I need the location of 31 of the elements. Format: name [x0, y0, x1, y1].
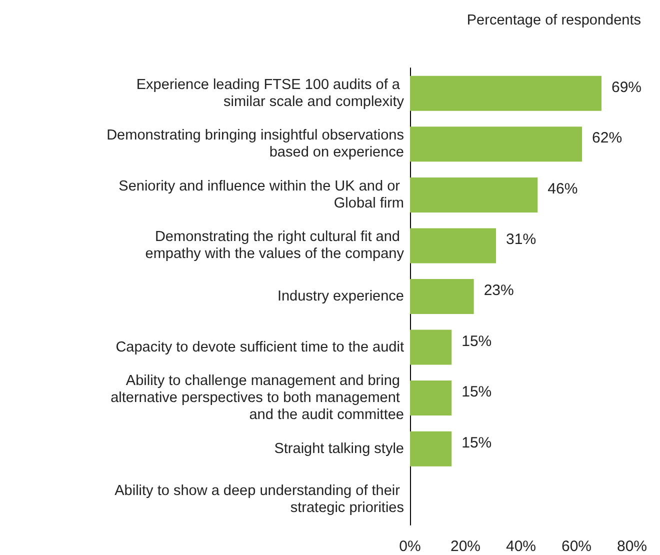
- bar: [410, 126, 582, 162]
- bar: [410, 177, 538, 212]
- bar: [410, 76, 602, 111]
- bar: [410, 330, 452, 365]
- y-tick-label: Demonstrating the right cultural fit and empathy with the values of the company: [145, 229, 405, 262]
- data-label: 15%: [462, 332, 492, 350]
- data-label: 23%: [484, 282, 514, 299]
- data-label: 46%: [548, 180, 578, 198]
- data-label: 15%: [462, 384, 492, 401]
- data-label: 62%: [592, 130, 622, 147]
- bar: [410, 228, 496, 264]
- data-label: 69%: [611, 78, 642, 96]
- bar: [410, 279, 474, 314]
- bar: [410, 380, 452, 416]
- x-tick-label: 0%: [399, 538, 421, 555]
- bar: [410, 431, 452, 466]
- x-tick-label: 60%: [561, 538, 592, 555]
- y-tick-label: Capacity to devote sufficient time to the audit: [116, 339, 404, 356]
- y-tick-label: Experience leading FTSE 100 audits of a similar scale and complexity: [136, 76, 405, 110]
- y-tick-label: Demonstrating bringing insightful observations based on experience: [106, 128, 404, 161]
- x-tick-label: 80%: [616, 538, 648, 555]
- x-tick-label: 40%: [506, 538, 536, 555]
- y-tick-label: Seniority and influence within the UK and or Global firm: [118, 178, 404, 212]
- x-tick-label: 20%: [450, 538, 481, 555]
- y-tick-label: Ability to challenge management and bring alternative perspectives to both management and the audit committee: [110, 373, 404, 424]
- y-tick-label: Industry experience: [277, 288, 404, 304]
- x-axis-title: Percentage of respondents: [466, 12, 642, 28]
- data-label: 15%: [462, 434, 492, 452]
- data-label: 31%: [506, 231, 536, 248]
- y-tick-label: Ability to show a deep understanding of their strategic priorities: [114, 483, 404, 516]
- y-tick-label: Straight talking style: [274, 440, 404, 457]
